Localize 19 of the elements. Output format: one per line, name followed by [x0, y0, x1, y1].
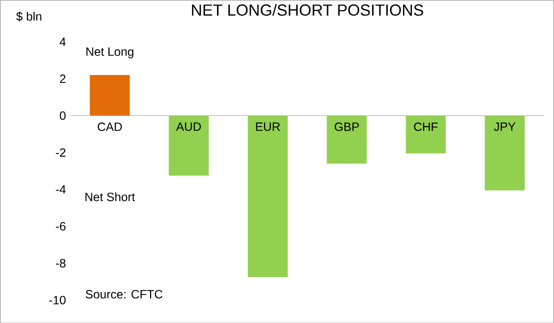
y-tick-label: 2	[60, 74, 66, 83]
y-tick-label: -4	[56, 185, 66, 194]
y-tick-label: -10	[49, 296, 66, 304]
annotation: Net Short	[85, 192, 135, 201]
y-tick-label: 0	[60, 111, 66, 120]
y-axis-title: $ bln	[16, 11, 42, 22]
chart-title: NET LONG/SHORT POSITIONS	[192, 4, 424, 16]
x-tick-label: EUR	[256, 122, 280, 131]
x-tick-label: CAD	[98, 122, 122, 131]
y-tick-label: -8	[56, 258, 66, 268]
x-tick-label: CHF	[414, 122, 438, 131]
x-tick-label: AUD	[176, 122, 201, 131]
y-tick-label: -6	[56, 222, 66, 230]
y-tick-label: -2	[56, 148, 66, 156]
annotation: Source: CFTC	[86, 290, 162, 298]
x-tick-label: GBP	[334, 122, 359, 131]
annotation: Net Long	[86, 47, 134, 58]
x-tick-label: JPY	[494, 122, 516, 131]
y-tick-label: 4	[60, 37, 66, 46]
